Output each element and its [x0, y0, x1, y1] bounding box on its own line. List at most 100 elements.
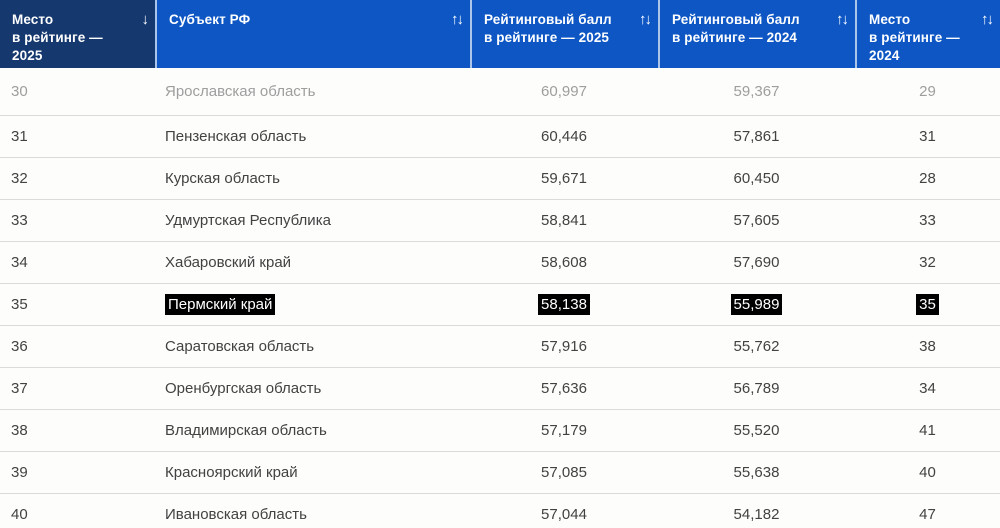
score-2025-value: 57,044 [541, 506, 587, 523]
cell-score-2024: 57,690 [658, 242, 855, 283]
cell-place-2025: 40 [0, 494, 155, 528]
cell-score-2024: 54,182 [658, 494, 855, 528]
place-2024-value: 38 [919, 338, 936, 355]
cell-place-2025: 34 [0, 242, 155, 283]
cell-score-2025: 58,841 [470, 200, 658, 241]
place-2025-value: 39 [11, 464, 28, 481]
cell-score-2024: 56,789 [658, 368, 855, 409]
cell-region: Саратовская область [155, 326, 470, 367]
column-header-label: Рейтинговый балл в рейтинге — 2025 [484, 12, 612, 45]
place-2025-value: 34 [11, 254, 28, 271]
place-2024-value: 28 [919, 170, 936, 187]
column-header-place-2024[interactable]: Место в рейтинге — 2024 ↑↓ [855, 0, 1000, 68]
table-row: 34 Хабаровский край 58,608 57,690 32 [0, 242, 1000, 284]
cell-place-2025: 35 [0, 284, 155, 325]
place-2024-value: 34 [919, 380, 936, 397]
table-row: 35 Пермский край 58,138 55,989 35 [0, 284, 1000, 326]
score-2024-value: 59,367 [733, 83, 780, 100]
cell-score-2025: 58,608 [470, 242, 658, 283]
region-name: Саратовская область [165, 338, 315, 355]
table-row: 36 Саратовская область 57,916 55,762 38 [0, 326, 1000, 368]
sort-descending-icon: ↓ [141, 11, 149, 28]
cell-place-2024: 35 [855, 284, 1000, 325]
score-2024-value: 56,789 [733, 380, 780, 397]
score-2024-value: 60,450 [733, 170, 780, 187]
cell-place-2025: 36 [0, 326, 155, 367]
region-name: Оренбургская область [165, 380, 322, 397]
cell-place-2025: 39 [0, 452, 155, 493]
cell-score-2025: 57,916 [470, 326, 658, 367]
place-2024-value: 40 [919, 464, 936, 481]
place-2025-value: 30 [11, 83, 28, 100]
score-2024-value: 55,520 [733, 422, 780, 439]
cell-region: Ярославская область [155, 68, 470, 115]
place-2025-value: 33 [11, 212, 28, 229]
place-2024-value: 41 [919, 422, 936, 439]
cell-place-2024: 33 [855, 200, 1000, 241]
sort-toggle-icon: ↑↓ [836, 11, 849, 28]
region-name: Пермский край [165, 294, 276, 315]
table-row: 38 Владимирская область 57,179 55,520 41 [0, 410, 1000, 452]
score-2025-value: 57,085 [541, 464, 587, 481]
cell-place-2024: 31 [855, 116, 1000, 157]
cell-score-2024: 55,989 [658, 284, 855, 325]
cell-score-2024: 59,367 [658, 68, 855, 115]
cell-region: Удмуртская Республика [155, 200, 470, 241]
score-2024-value: 54,182 [733, 506, 780, 523]
cell-region: Пермский край [155, 284, 470, 325]
place-2025-value: 38 [11, 422, 28, 439]
cell-region: Красноярский край [155, 452, 470, 493]
score-2024-value: 57,690 [733, 254, 780, 271]
table-row: 40 Ивановская область 57,044 54,182 47 [0, 494, 1000, 528]
cell-region: Ивановская область [155, 494, 470, 528]
score-2025-value: 57,916 [541, 338, 587, 355]
cell-score-2024: 55,520 [658, 410, 855, 451]
place-2025-value: 35 [11, 296, 28, 313]
region-name: Ярославская область [165, 83, 316, 100]
cell-place-2024: 47 [855, 494, 1000, 528]
table-header: Место в рейтинге — 2025 ↓ Субъект РФ ↑↓ … [0, 0, 1000, 68]
region-name: Хабаровский край [165, 254, 292, 271]
region-name: Ивановская область [165, 506, 307, 523]
region-name: Удмуртская Республика [165, 212, 331, 229]
cell-score-2024: 57,605 [658, 200, 855, 241]
table-body: 30 Ярославская область 60,997 59,367 29 … [0, 68, 1000, 528]
cell-region: Оренбургская область [155, 368, 470, 409]
place-2024-value: 32 [919, 254, 936, 271]
score-2024-value: 55,989 [730, 294, 783, 315]
column-header-score-2024[interactable]: Рейтинговый балл в рейтинге — 2024 ↑↓ [658, 0, 855, 68]
column-header-label: Место в рейтинге — 2025 [12, 12, 103, 63]
cell-place-2025: 31 [0, 116, 155, 157]
place-2025-value: 37 [11, 380, 28, 397]
score-2024-value: 57,605 [733, 212, 780, 229]
cell-score-2025: 57,179 [470, 410, 658, 451]
column-header-label: Субъект РФ [169, 12, 251, 27]
table-row: 33 Удмуртская Республика 58,841 57,605 3… [0, 200, 1000, 242]
cell-place-2024: 28 [855, 158, 1000, 199]
cell-score-2024: 57,861 [658, 116, 855, 157]
table-row: 39 Красноярский край 57,085 55,638 40 [0, 452, 1000, 494]
place-2024-value: 47 [919, 506, 936, 523]
cell-place-2025: 37 [0, 368, 155, 409]
score-2025-value: 57,636 [541, 380, 587, 397]
score-2025-value: 57,179 [541, 422, 587, 439]
column-header-score-2025[interactable]: Рейтинговый балл в рейтинге — 2025 ↑↓ [470, 0, 658, 68]
cell-region: Владимирская область [155, 410, 470, 451]
cell-score-2025: 57,085 [470, 452, 658, 493]
cell-region: Пензенская область [155, 116, 470, 157]
cell-place-2024: 34 [855, 368, 1000, 409]
column-header-label: Рейтинговый балл в рейтинге — 2024 [672, 12, 800, 45]
cell-place-2024: 29 [855, 68, 1000, 115]
sort-toggle-icon: ↑↓ [451, 11, 464, 28]
cell-score-2024: 55,638 [658, 452, 855, 493]
column-header-place-2025[interactable]: Место в рейтинге — 2025 ↓ [0, 0, 155, 68]
column-header-region[interactable]: Субъект РФ ↑↓ [155, 0, 470, 68]
table-row: 31 Пензенская область 60,446 57,861 31 [0, 116, 1000, 158]
cell-region: Курская область [155, 158, 470, 199]
score-2025-value: 58,841 [541, 212, 587, 229]
score-2025-value: 60,446 [541, 128, 587, 145]
region-name: Пензенская область [165, 128, 307, 145]
region-name: Курская область [165, 170, 280, 187]
score-2025-value: 58,608 [541, 254, 587, 271]
